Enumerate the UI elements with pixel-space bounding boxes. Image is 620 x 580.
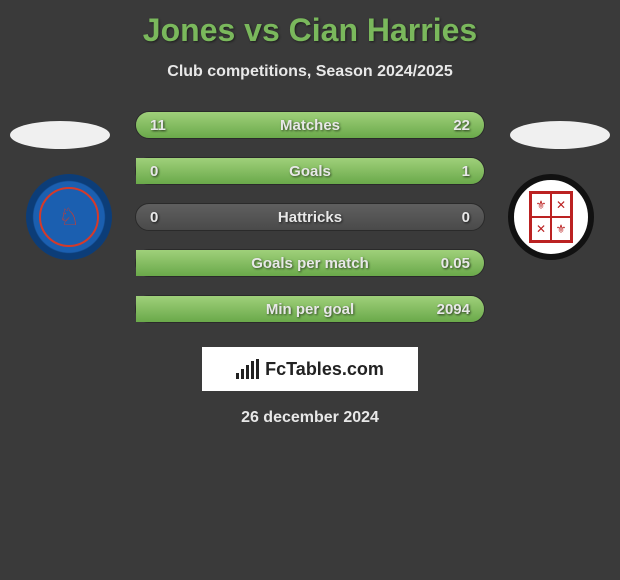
comparison-content: ♘ ⚜ ✕ ✕ ⚜ 11 Matches 22 0 Goals 1 0 Hattricks 0 G… bbox=[0, 111, 620, 427]
date-label: 26 december 2024 bbox=[0, 409, 620, 427]
logo-chart-icon bbox=[236, 359, 259, 379]
shield-q2: ✕ bbox=[551, 193, 571, 217]
stat-right-value: 1 bbox=[462, 163, 470, 180]
player-left-photo-placeholder bbox=[10, 121, 110, 149]
stat-left-value: 11 bbox=[150, 117, 166, 134]
stat-right-value: 2094 bbox=[437, 301, 470, 318]
player-right-photo-placeholder bbox=[510, 121, 610, 149]
stat-right-value: 0 bbox=[462, 209, 470, 226]
shield-q4: ⚜ bbox=[551, 217, 571, 241]
stat-left-value: 0 bbox=[150, 163, 158, 180]
club-badge-left-inner: ♘ bbox=[39, 187, 99, 247]
club-badge-left: ♘ bbox=[26, 174, 112, 260]
subtitle: Club competitions, Season 2024/2025 bbox=[0, 63, 620, 81]
stat-label: Goals bbox=[289, 163, 331, 180]
page-title: Jones vs Cian Harries bbox=[0, 0, 620, 49]
stat-label: Matches bbox=[280, 117, 340, 134]
stat-bar: 11 Matches 22 bbox=[135, 111, 485, 139]
club-badge-right: ⚜ ✕ ✕ ⚜ bbox=[508, 174, 594, 260]
stat-label: Hattricks bbox=[278, 209, 342, 226]
stat-left-value: 0 bbox=[150, 209, 158, 226]
club-badge-right-shield: ⚜ ✕ ✕ ⚜ bbox=[529, 191, 573, 243]
stat-bar: 0 Goals 1 bbox=[135, 157, 485, 185]
stat-bar: 0 Hattricks 0 bbox=[135, 203, 485, 231]
stat-right-value: 22 bbox=[453, 117, 470, 134]
stat-bar: Min per goal 2094 bbox=[135, 295, 485, 323]
stat-label: Min per goal bbox=[266, 301, 354, 318]
stat-bars: 11 Matches 22 0 Goals 1 0 Hattricks 0 Goals per m… bbox=[135, 111, 485, 323]
shield-q3: ✕ bbox=[531, 217, 551, 241]
stat-bar: Goals per match 0.05 bbox=[135, 249, 485, 277]
fctables-logo[interactable]: FcTables.com bbox=[202, 347, 418, 391]
logo-text: FcTables.com bbox=[265, 359, 384, 380]
phoenix-icon: ♘ bbox=[58, 203, 80, 232]
shield-q1: ⚜ bbox=[531, 193, 551, 217]
stat-right-value: 0.05 bbox=[441, 255, 470, 272]
stat-label: Goals per match bbox=[251, 255, 369, 272]
